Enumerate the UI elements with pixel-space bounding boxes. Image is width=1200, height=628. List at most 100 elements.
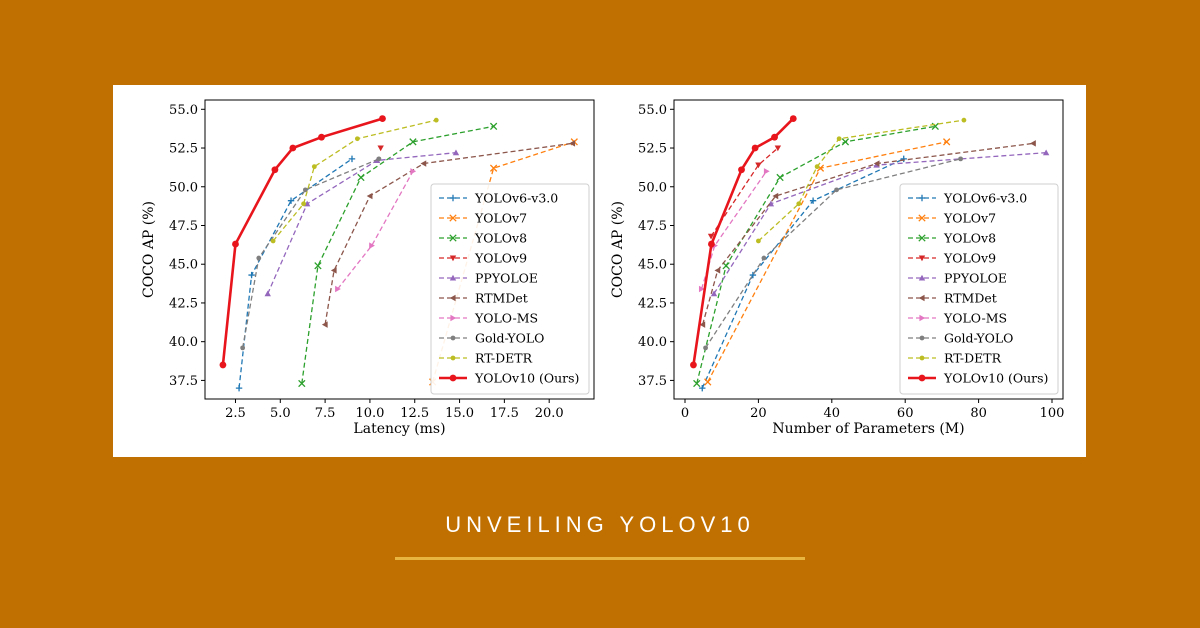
data-point [749,271,757,279]
y-tick-label: 45.0 [169,258,198,273]
data-point [232,240,239,248]
banner-title: UNVEILING YOLOV10 [445,512,755,537]
legend-marker [449,214,457,222]
series-line [692,117,795,366]
data-point [834,187,839,193]
x-tick-label: 5.0 [270,406,291,421]
y-tick-label: 55.0 [638,103,667,118]
data-point [738,166,745,174]
data-point [376,156,382,162]
data-point [287,197,295,204]
data-point [751,144,759,152]
data-point [789,115,797,122]
series-yolov7 [704,138,951,386]
data-point [796,201,802,207]
y-tick-label: 52.5 [169,142,198,157]
data-point [452,149,460,156]
legend-marker [919,335,925,341]
series-line [713,152,1047,295]
series-yolov10-ours- [690,115,797,369]
legend-marker [919,355,925,361]
data-point [298,379,306,388]
y-tick-label: 40.0 [169,335,198,350]
y-tick-label: 42.5 [169,296,198,311]
series-rtmdet [321,140,576,328]
legend-marker [449,274,457,281]
legend-marker [918,274,926,281]
series-line [710,147,779,237]
legend-item: YOLOv9 [908,251,996,266]
y-tick-label: 50.0 [638,180,667,195]
plot-frame [673,99,1064,400]
series-yolov10-ours- [219,115,386,369]
legend-marker [449,374,457,382]
x-tick-label: 17.5 [490,406,519,421]
data-point [690,361,697,369]
y-tick-label: 40.0 [638,335,667,350]
data-point [318,133,325,141]
y-axis-label: COCO AP (%) [610,201,626,298]
series-line [267,152,457,294]
legend-item: YOLOv8 [439,231,527,246]
data-point [354,136,360,142]
x-tick-label: 20 [750,406,767,421]
data-point [841,138,850,146]
data-point [761,255,767,261]
legend-box [899,183,1059,395]
legend-marker [918,214,926,222]
data-point [771,133,778,141]
data-point [321,321,328,328]
legend-marker [918,255,926,262]
data-point [708,240,715,248]
legend-item: Gold-YOLO [908,331,1013,346]
legend-box [430,183,590,395]
data-point [900,155,907,163]
y-tick-label: 37.5 [169,374,198,389]
data-point [814,164,820,170]
series-yolo-ms [335,168,417,293]
legend-label: RTMDet [475,291,528,306]
legend-label: Gold-YOLO [944,331,1013,346]
data-point [1030,140,1036,147]
legend-item: PPYOLOE [439,271,538,286]
plot-frame [204,99,595,400]
legend-marker [918,194,926,202]
series-rt-detr [270,117,439,244]
data-point [270,238,276,244]
data-point [271,166,279,174]
chart-latency: 2.5 5.0 7.5 10.0 12.5 15.0 17.5 20.0 37.5 40.0 42.… [141,99,595,437]
series-yolov9 [707,145,782,240]
legend-label: RT-DETR [944,351,1002,366]
legend-label: YOLOv6-v3.0 [943,191,1027,206]
legend-item: YOLOv7 [439,211,527,226]
y-tick-label: 45.0 [638,258,667,273]
data-point [698,285,705,293]
legend-marker [918,234,926,242]
data-point [302,187,308,193]
series-area [690,115,1050,392]
data-point [569,140,576,147]
legend-item: RT-DETR [908,351,1002,366]
x-axis-label: Latency (ms) [353,421,445,437]
data-point [489,164,498,172]
x-tick-label: 15.0 [445,406,474,421]
banner-divider [395,557,805,560]
data-point [409,138,417,146]
data-point [256,255,262,261]
legend-item: YOLOv7 [908,211,996,226]
data-point [248,271,255,279]
y-axis-label: COCO AP (%) [141,201,157,298]
y-tick-label: 52.5 [638,142,667,157]
series-line [272,119,437,242]
legend-item: YOLOv9 [439,251,527,266]
legend-label: RTMDet [944,291,997,306]
series-line [242,158,380,348]
data-point [369,242,375,249]
legend-marker [449,255,457,262]
legend-label: YOLOv7 [474,211,527,226]
x-tick-label: 40 [824,406,841,421]
legend-label: YOLOv10 (Ours) [943,371,1048,386]
series-yolov9 [377,145,384,152]
series-line [337,170,414,290]
legend-item: RTMDet [908,291,997,306]
